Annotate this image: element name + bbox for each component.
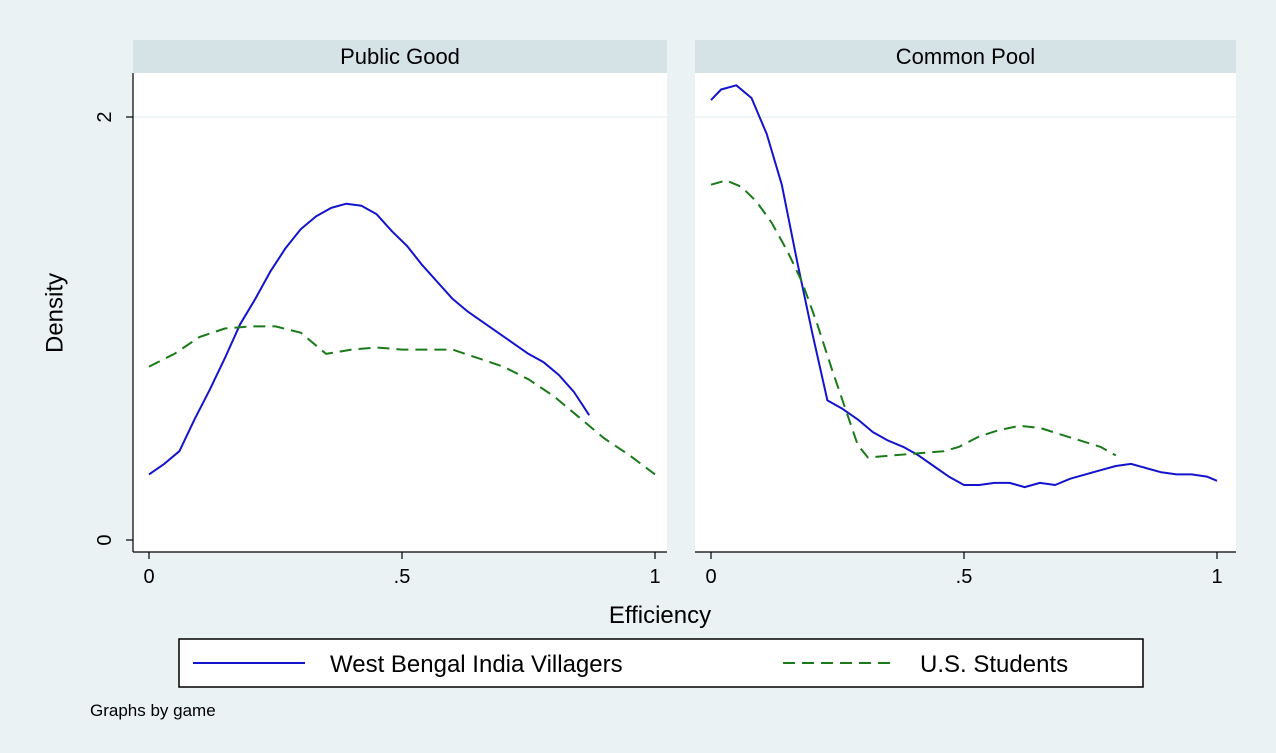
y-tick-label: 0 [94,534,116,545]
legend-label: West Bengal India Villagers [330,651,623,678]
panel-title: Public Good [340,44,460,69]
series-line-us-students [148,325,656,476]
panel-plot-area [695,73,1236,552]
series-line-west-bengal-villagers [710,84,1218,489]
x-tick-label: .5 [394,566,411,588]
legend-label: U.S. Students [920,651,1068,678]
x-tick-label: 0 [705,566,716,588]
panel-title: Common Pool [896,44,1035,69]
legend-box [178,638,1144,688]
series-line-west-bengal-villagers [148,202,591,476]
x-tick-label: .5 [956,566,973,588]
series-line-us-students [710,179,1117,459]
y-tick-label: 2 [94,111,116,122]
x-tick-label: 1 [649,566,660,588]
panel-plot-area [133,73,667,552]
x-tick-label: 0 [143,566,154,588]
x-tick-label: 1 [1211,566,1222,588]
x-axis-title: Efficiency [609,602,711,629]
panel-header [695,40,1236,73]
graph-note: Graphs by game [90,701,216,720]
y-axis-title: Density [42,273,69,353]
panel-header [133,40,667,73]
